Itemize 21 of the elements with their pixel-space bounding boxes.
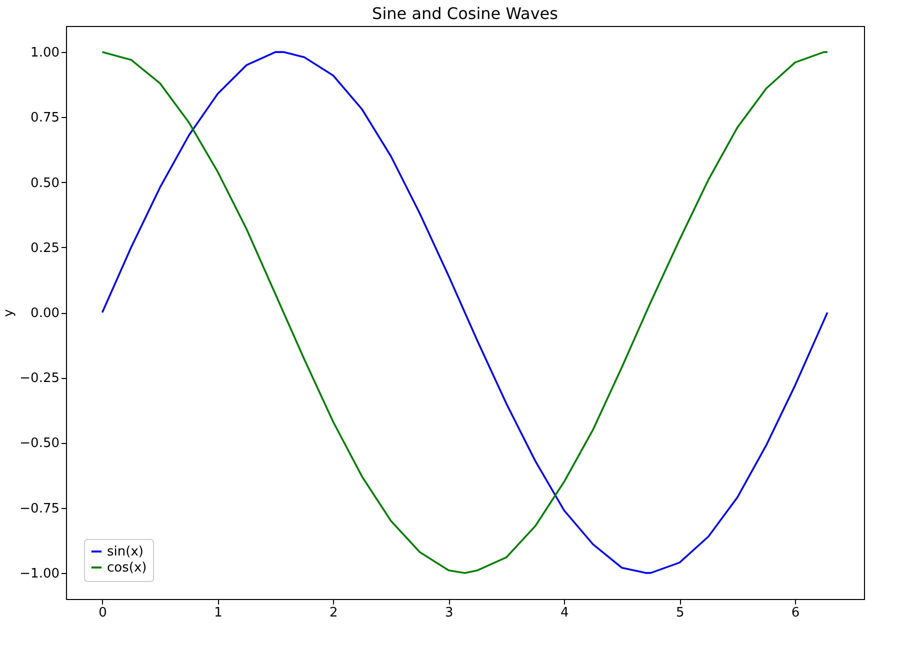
y-tick-label: 0.00: [30, 306, 60, 321]
y-tick-label: −0.75: [20, 501, 60, 516]
x-tick-label: 6: [791, 606, 800, 620]
y-tick-label: 1.00: [30, 46, 60, 61]
y-tick-label: 0.25: [30, 240, 60, 256]
y-tick-label: −1.00: [20, 566, 60, 582]
x-tick-label: 5: [676, 606, 684, 620]
y-tick-label: −0.50: [20, 436, 60, 452]
legend-label: cos(x): [107, 560, 147, 576]
y-tick-label: 0.50: [30, 176, 60, 191]
legend-label: sin(x): [107, 544, 144, 560]
x-tick-label: 2: [330, 606, 338, 620]
x-tick-label: 4: [560, 606, 569, 620]
chart-title: Sine and Cosine Waves: [372, 4, 558, 23]
x-tick-label: 3: [445, 606, 454, 620]
x-tick-label: 0: [98, 606, 107, 620]
x-tick-label: 1: [214, 606, 222, 620]
y-axis-title: y: [2, 308, 17, 317]
y-tick-label: 0.75: [30, 110, 60, 126]
line-series: [101, 51, 828, 574]
y-tick-label: −0.25: [20, 371, 60, 386]
